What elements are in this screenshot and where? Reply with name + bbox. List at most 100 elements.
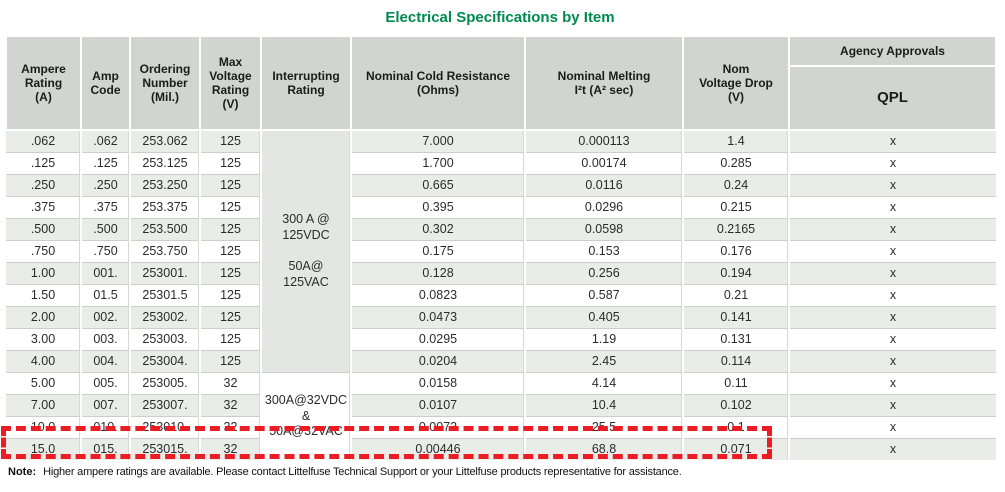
cell-voltage-drop: 0.1 — [683, 416, 790, 439]
header-agency-approvals: Agency Approvals — [788, 35, 997, 67]
cell-amp-code: 01.5 — [81, 284, 131, 307]
cell-voltage-drop: 0.285 — [683, 152, 790, 175]
footnote: Note: Higher ampere ratings are available… — [8, 466, 682, 478]
cell-ordering-number: 253005. — [130, 372, 201, 395]
cell-max-voltage: 32 — [200, 394, 262, 417]
table-row: .500.500 253.500 125 0.302 0.0598 0.2165 x — [6, 218, 996, 241]
cell-cold-resistance: 0.0473 — [351, 306, 526, 329]
cell-amp-code: .125 — [81, 152, 131, 175]
cell-cold-resistance: 1.700 — [351, 152, 526, 175]
cell-voltage-drop: 0.176 — [683, 240, 790, 263]
cell-voltage-drop: 0.21 — [683, 284, 790, 307]
cell-ampere-rating: .250 — [6, 174, 82, 197]
cell-ordering-number: 253.062 — [130, 129, 201, 153]
table-row: .750.750 253.750 125 0.175 0.153 0.176 x — [6, 240, 996, 263]
cell-cold-resistance: 7.000 — [351, 129, 526, 153]
cell-qpl: x — [789, 328, 996, 351]
cell-amp-code: 001. — [81, 262, 131, 285]
cell-cold-resistance: 0.0204 — [351, 350, 526, 373]
cell-voltage-drop: 0.114 — [683, 350, 790, 373]
cell-amp-code: .375 — [81, 196, 131, 219]
cell-cold-resistance: 0.00446 — [351, 438, 526, 460]
cell-amp-code: 002. — [81, 306, 131, 329]
cell-ampere-rating: .375 — [6, 196, 82, 219]
header-max-voltage-rating: Max Voltage Rating (V) — [199, 35, 262, 131]
cell-max-voltage: 125 — [200, 306, 262, 329]
cell-melting-i2t: 0.00174 — [525, 152, 684, 175]
cell-qpl: x — [789, 174, 996, 197]
cell-ordering-number: 253015. — [130, 438, 201, 460]
cell-qpl: x — [789, 129, 996, 153]
cell-qpl: x — [789, 306, 996, 329]
cell-cold-resistance: 0.0158 — [351, 372, 526, 395]
table-row: .375.375 253.375 125 0.395 0.0296 0.215 x — [6, 196, 996, 219]
cell-max-voltage: 32 — [200, 372, 262, 395]
cell-cold-resistance: 0.0823 — [351, 284, 526, 307]
cell-qpl: x — [789, 394, 996, 417]
cell-max-voltage: 125 — [200, 152, 262, 175]
cell-qpl: x — [789, 416, 996, 439]
cell-amp-code: 005. — [81, 372, 131, 395]
cell-amp-code: .500 — [81, 218, 131, 241]
cell-melting-i2t: 0.0116 — [525, 174, 684, 197]
cell-melting-i2t: 68.8 — [525, 438, 684, 460]
cell-voltage-drop: 0.2165 — [683, 218, 790, 241]
cell-cold-resistance: 0.395 — [351, 196, 526, 219]
cell-max-voltage: 125 — [200, 129, 262, 153]
cell-amp-code: 015. — [81, 438, 131, 460]
electrical-specs-table: Ampere Rating (A) Amp Code Ordering Numb… — [5, 35, 997, 460]
cell-qpl: x — [789, 438, 996, 460]
cell-ampere-rating: .125 — [6, 152, 82, 175]
footnote-label: Note: — [8, 466, 37, 478]
cell-ordering-number: 253.250 — [130, 174, 201, 197]
table-body: .062.062 253.062 125 300 A @ 125VDC 50A@ 12… — [6, 129, 996, 460]
cell-voltage-drop: 0.11 — [683, 372, 790, 395]
header-nom-voltage-drop: Nom Voltage Drop (V) — [682, 35, 790, 131]
cell-qpl: x — [789, 218, 996, 241]
cell-max-voltage: 125 — [200, 174, 262, 197]
cell-qpl: x — [789, 196, 996, 219]
cell-max-voltage: 32 — [200, 438, 262, 460]
cell-max-voltage: 32 — [200, 416, 262, 439]
cell-ordering-number: 253003. — [130, 328, 201, 351]
cell-melting-i2t: 0.000113 — [525, 129, 684, 153]
cell-ampere-rating: 2.00 — [6, 306, 82, 329]
cell-ordering-number: 253.125 — [130, 152, 201, 175]
cell-ordering-number: 253004. — [130, 350, 201, 373]
cell-melting-i2t: 0.0598 — [525, 218, 684, 241]
table-row: 4.00 004. 253004. 125 0.0204 2.45 0.114 x — [6, 350, 996, 373]
table-row: 10.0 010. 253010. 32 0.0072 25.5 0.1 x — [6, 416, 996, 439]
table-row: 3.00 003. 253003. 125 0.0295 1.19 0.131 x — [6, 328, 996, 351]
cell-ampere-rating: 15.0 — [6, 438, 82, 460]
cell-ampere-rating: .750 — [6, 240, 82, 263]
table-row: 1.50 01.5 25301.5 125 0.0823 0.587 0.21 x — [6, 284, 996, 307]
cell-ampere-rating: 5.00 — [6, 372, 82, 395]
cell-ordering-number: 253.750 — [130, 240, 201, 263]
cell-voltage-drop: 0.131 — [683, 328, 790, 351]
cell-ordering-number: 253.375 — [130, 196, 201, 219]
cell-ordering-number: 253010. — [130, 416, 201, 439]
cell-max-voltage: 125 — [200, 328, 262, 351]
header-interrupting-rating: Interrupting Rating — [260, 35, 352, 131]
cell-melting-i2t: 25.5 — [525, 416, 684, 439]
cell-max-voltage: 125 — [200, 284, 262, 307]
cell-cold-resistance: 0.0072 — [351, 416, 526, 439]
cell-amp-code: 007. — [81, 394, 131, 417]
cell-ordering-number: 253001. — [130, 262, 201, 285]
cell-ampere-rating: .500 — [6, 218, 82, 241]
cell-qpl: x — [789, 240, 996, 263]
cell-voltage-drop: 0.24 — [683, 174, 790, 197]
cell-max-voltage: 125 — [200, 262, 262, 285]
header-ordering-number: Ordering Number (Mil.) — [129, 35, 201, 131]
cell-ampere-rating: 4.00 — [6, 350, 82, 373]
cell-ampere-rating: 1.00 — [6, 262, 82, 285]
cell-ordering-number: 253002. — [130, 306, 201, 329]
table-row: 2.00 002. 253002. 125 0.0473 0.405 0.141 x — [6, 306, 996, 329]
table-row: 7.00 007. 253007. 32 0.0107 10.4 0.102 x — [6, 394, 996, 417]
cell-max-voltage: 125 — [200, 196, 262, 219]
cell-max-voltage: 125 — [200, 240, 262, 263]
cell-max-voltage: 125 — [200, 218, 262, 241]
table-header: Ampere Rating (A) Amp Code Ordering Numb… — [5, 35, 997, 131]
cell-ampere-rating: 3.00 — [6, 328, 82, 351]
cell-melting-i2t: 0.153 — [525, 240, 684, 263]
